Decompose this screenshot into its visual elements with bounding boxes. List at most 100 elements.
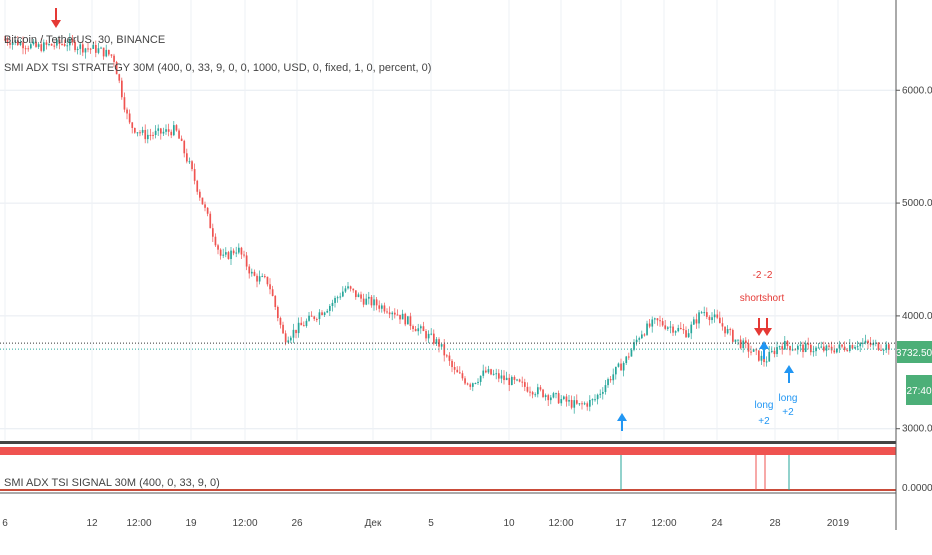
- price-axis[interactable]: 6000.00 5000.00 4000.00 3000.00 0.0000: [896, 85, 932, 494]
- candle-body: [500, 375, 503, 379]
- candle-body: [342, 291, 344, 297]
- candle-body: [14, 40, 17, 43]
- candle-body: [417, 328, 420, 332]
- candle-body: [810, 344, 812, 353]
- candle-body: [503, 375, 505, 381]
- candle-body: [667, 327, 669, 329]
- candle-body: [144, 129, 147, 140]
- candle-body: [747, 343, 750, 352]
- candle-body: [711, 317, 713, 321]
- candle-body: [212, 228, 214, 237]
- candle-body: [680, 327, 682, 330]
- x-tick-label: 19: [185, 518, 197, 529]
- candle-body: [201, 197, 204, 205]
- candle-body: [154, 130, 157, 135]
- candle-body: [742, 340, 745, 349]
- candle-body: [778, 346, 781, 348]
- candle-body: [30, 44, 32, 49]
- candle-body: [238, 247, 240, 253]
- pane-divider[interactable]: [0, 441, 896, 444]
- candle-body: [633, 342, 635, 350]
- candle-body: [43, 42, 45, 51]
- price-pane[interactable]: [0, 0, 896, 440]
- candle-body: [752, 349, 755, 352]
- candle-body: [542, 389, 544, 398]
- candle-body: [492, 373, 495, 375]
- candle-body: [123, 97, 126, 110]
- candle-body: [121, 80, 123, 98]
- candle-body: [95, 44, 97, 53]
- candle-body: [222, 254, 225, 256]
- candle-body: [290, 337, 292, 341]
- x-tick-label: 26: [291, 518, 303, 529]
- candle-body: [180, 138, 183, 141]
- candle-body: [388, 312, 391, 315]
- x-tick-label: 6: [2, 518, 8, 529]
- candle-body: [440, 344, 443, 347]
- long-arrow-icon: [617, 413, 627, 431]
- candle-body: [789, 346, 791, 351]
- candle-body: [565, 396, 568, 402]
- candle-body: [550, 397, 552, 401]
- candle-body: [365, 298, 368, 305]
- candle-body: [4, 39, 6, 41]
- candle-body: [586, 403, 589, 407]
- indicator-spikes: [620, 455, 790, 490]
- candle-body: [547, 395, 550, 401]
- candle-body: [477, 381, 479, 383]
- candle-body: [89, 48, 92, 50]
- candle-body: [6, 39, 9, 43]
- candle-body: [58, 39, 61, 44]
- candle-body: [76, 48, 79, 51]
- candle-body: [300, 322, 303, 326]
- candle-body: [446, 355, 448, 357]
- candle-body: [758, 350, 760, 361]
- candle-body: [303, 325, 305, 327]
- candle-body: [825, 345, 828, 351]
- candle-body: [295, 329, 297, 334]
- candle-body: [828, 345, 830, 347]
- candle-body: [862, 342, 864, 344]
- candle-body: [716, 314, 719, 318]
- candle-body: [261, 276, 264, 278]
- candle-body: [414, 329, 417, 332]
- candle-body: [646, 323, 648, 335]
- candle-body: [420, 326, 422, 329]
- candle-body: [773, 350, 776, 355]
- candle-body: [568, 399, 570, 402]
- candle-body: [776, 347, 778, 355]
- candle-body: [147, 134, 149, 140]
- candle-body: [248, 266, 251, 274]
- symbol-legend[interactable]: Bitcoin / TetherUS, 30, BINANCE: [4, 34, 165, 46]
- candle-body: [791, 349, 794, 351]
- candle-body: [264, 276, 266, 278]
- candle-body: [755, 349, 758, 351]
- x-tick-label: Дек: [365, 518, 382, 529]
- candle-body: [118, 74, 121, 81]
- candle-body: [888, 344, 890, 350]
- x-tick-label: 2019: [827, 518, 850, 529]
- strategy-legend[interactable]: SMI ADX TSI STRATEGY 30M (400, 0, 33, 9,…: [4, 62, 431, 74]
- candle-body: [323, 312, 326, 315]
- candle-body: [84, 48, 87, 53]
- candle-body: [695, 319, 698, 324]
- time-axis[interactable]: 6 12 12:00 19 12:00 26 Дек 5 10 12:00 17 12:00 24 28 2…: [2, 518, 849, 529]
- candle-body: [555, 393, 557, 395]
- candle-body: [518, 379, 521, 382]
- candle-body: [531, 392, 534, 395]
- candle-body: [867, 340, 869, 343]
- candle-body: [162, 131, 165, 134]
- candle-body: [282, 324, 284, 334]
- candle-body: [27, 48, 30, 50]
- candle-body: [230, 250, 232, 259]
- candles-group: [4, 33, 890, 414]
- candle-body: [713, 314, 716, 318]
- indicator-legend[interactable]: SMI ADX TSI SIGNAL 30M (400, 0, 33, 9, 0…: [4, 477, 220, 489]
- candle-body: [581, 403, 583, 405]
- top-short-arrow-icon: [51, 8, 61, 28]
- candle-body: [672, 326, 674, 333]
- candle-body: [612, 374, 615, 381]
- candle-body: [108, 49, 110, 55]
